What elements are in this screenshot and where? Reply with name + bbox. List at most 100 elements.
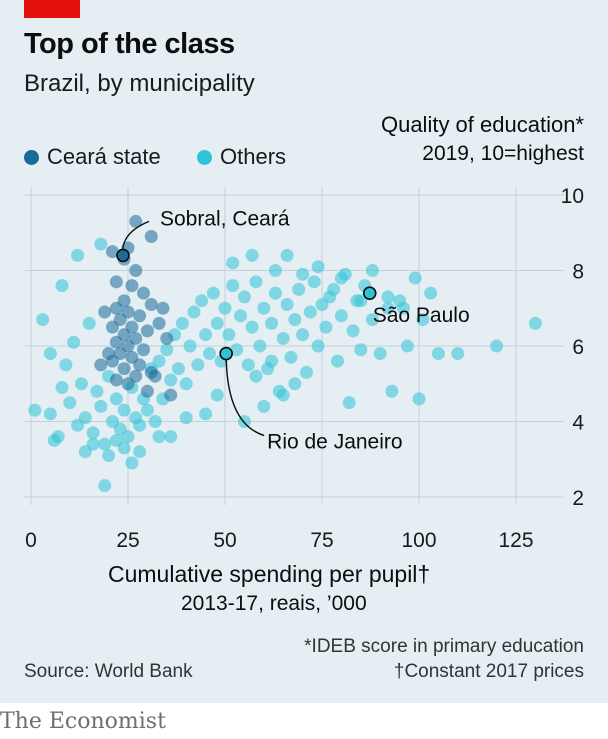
others-point xyxy=(148,415,162,428)
ceara-point xyxy=(148,369,162,383)
others-point xyxy=(98,437,112,451)
others-point xyxy=(528,316,542,330)
others-point xyxy=(55,381,69,395)
others-point xyxy=(230,343,244,357)
others-point xyxy=(299,365,313,379)
others-point xyxy=(90,384,104,398)
others-point xyxy=(121,430,135,444)
others-point xyxy=(354,294,368,308)
sobral-label: Sobral, Ceará xyxy=(160,207,290,230)
y-axis-label: Quality of education* xyxy=(380,112,584,137)
ceara-point xyxy=(98,305,112,319)
others-point xyxy=(334,271,348,285)
others-point xyxy=(280,297,294,311)
others-point xyxy=(74,377,88,391)
others-point xyxy=(400,339,414,353)
y-axis-unit: 2019, 10=highest xyxy=(422,142,584,165)
others-point xyxy=(36,313,50,327)
ceara-point xyxy=(102,347,116,361)
others-point xyxy=(342,396,356,410)
brand-red-tag xyxy=(24,0,80,18)
ceara-point xyxy=(109,301,123,315)
others-point xyxy=(311,339,325,353)
others-point xyxy=(490,339,504,353)
ceara-point xyxy=(133,309,147,323)
others-point xyxy=(117,441,131,455)
others-point xyxy=(257,301,271,315)
others-point xyxy=(416,313,430,327)
others-point xyxy=(63,396,77,410)
others-point xyxy=(323,290,337,304)
others-point xyxy=(412,392,426,406)
ceara-point xyxy=(121,377,135,391)
others-point xyxy=(102,448,116,462)
ceara-point xyxy=(105,320,119,334)
others-point xyxy=(94,399,108,413)
others-point xyxy=(47,433,61,447)
others-point xyxy=(288,377,302,391)
ceara-point xyxy=(129,264,143,277)
others-point xyxy=(206,286,220,300)
sao-paulo-marker xyxy=(362,286,377,300)
others-point xyxy=(71,248,85,262)
y-tick-label: 4 xyxy=(572,412,584,435)
x-tick-label: 0 xyxy=(25,529,37,550)
chart-panel xyxy=(0,0,608,703)
others-point xyxy=(164,373,178,387)
others-point xyxy=(241,358,255,372)
others-point xyxy=(140,403,154,417)
y-tick-label: 8 xyxy=(572,261,584,284)
others-point xyxy=(109,392,123,406)
others-point xyxy=(265,316,279,330)
others-point xyxy=(59,358,73,372)
footnote-ideb: *IDEB score in primary education xyxy=(304,636,584,657)
others-point xyxy=(43,347,57,361)
others-point xyxy=(234,309,248,323)
others-point xyxy=(373,347,387,361)
ceara-point xyxy=(109,275,123,289)
others-point xyxy=(249,369,263,383)
others-point xyxy=(125,456,139,470)
x-tick-label: 100 xyxy=(401,529,436,550)
others-point xyxy=(55,279,69,293)
others-point xyxy=(226,256,240,270)
others-point xyxy=(365,264,379,277)
others-point xyxy=(218,301,232,315)
rio-leader-line xyxy=(225,353,265,437)
legend-item-ceara: Ceará state xyxy=(24,144,161,170)
others-point xyxy=(117,403,131,417)
others-point xyxy=(319,320,333,334)
ceara-point xyxy=(164,388,178,402)
others-point xyxy=(133,445,147,459)
others-point xyxy=(280,248,294,262)
source-note: Source: World Bank xyxy=(24,661,193,682)
others-point xyxy=(284,350,298,364)
y-tick-label: 10 xyxy=(561,185,584,208)
others-point xyxy=(210,388,224,402)
footnote-prices: †Constant 2017 prices xyxy=(393,661,584,682)
ceara-point xyxy=(125,279,139,293)
chart-subtitle: Brazil, by municipality xyxy=(24,70,255,97)
legend-label-ceara: Ceará state xyxy=(47,144,161,169)
ceara-point xyxy=(160,331,174,345)
others-point xyxy=(296,328,310,342)
others-point xyxy=(331,354,345,368)
others-point xyxy=(171,362,185,376)
others-point xyxy=(268,264,282,277)
others-point xyxy=(191,358,205,372)
others-point xyxy=(179,411,193,425)
others-point xyxy=(98,479,112,493)
others-point xyxy=(381,290,395,304)
others-point xyxy=(179,377,193,391)
ceara-point xyxy=(105,245,119,259)
others-point xyxy=(202,347,216,361)
ceara-point xyxy=(109,335,123,349)
others-point xyxy=(381,301,395,315)
rio-marker xyxy=(219,346,233,361)
others-point xyxy=(431,347,445,361)
x-axis-unit: 2013-17, reais, ’000 xyxy=(181,592,367,615)
others-point xyxy=(265,354,279,368)
x-tick-label: 75 xyxy=(310,529,333,550)
others-point xyxy=(288,313,302,327)
